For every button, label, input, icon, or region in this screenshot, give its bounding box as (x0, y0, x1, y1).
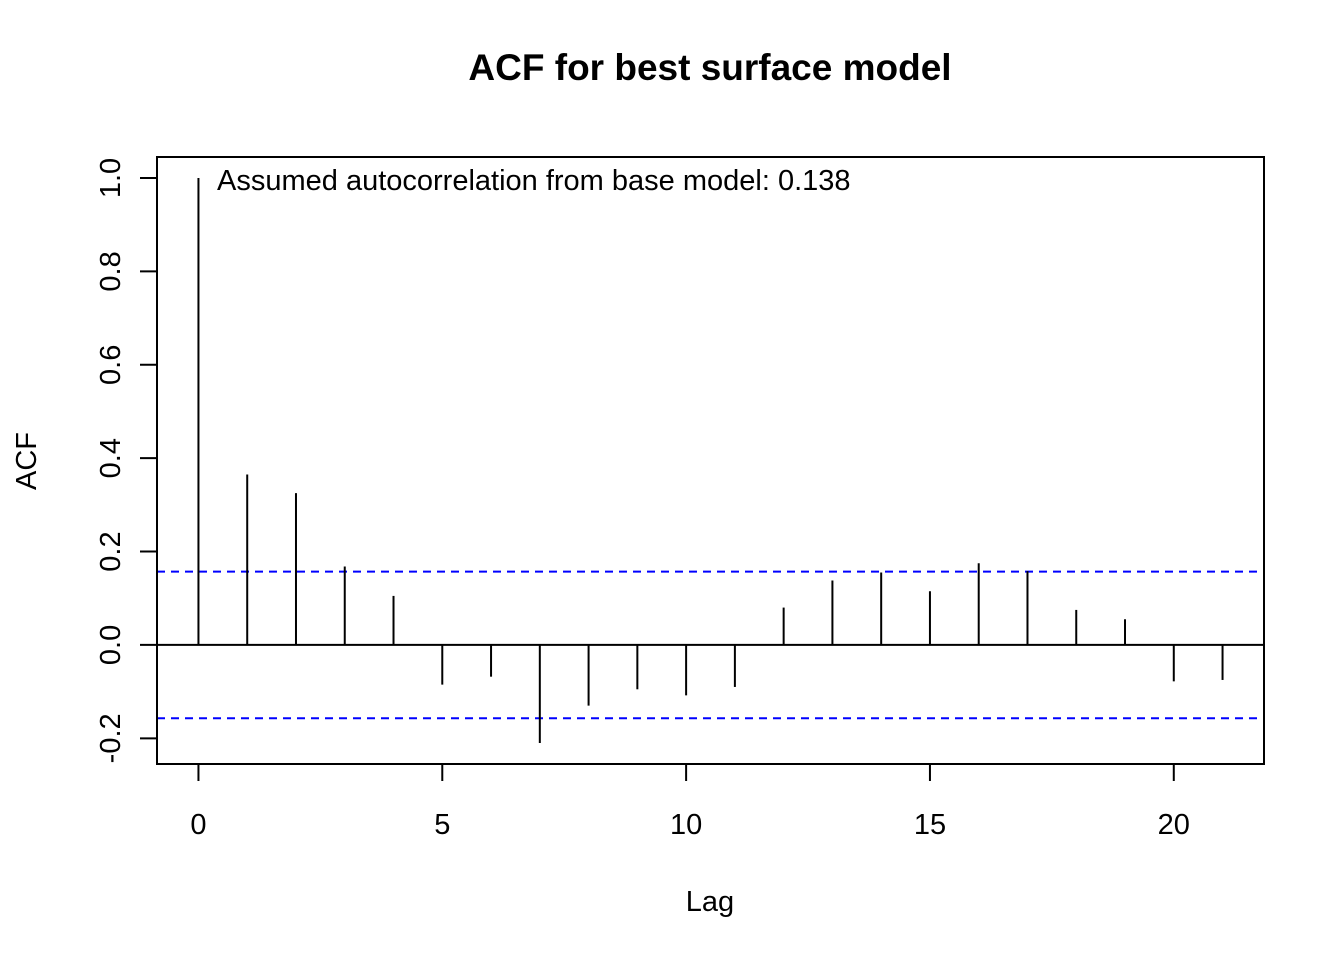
y-tick-label: 0.2 (95, 531, 127, 571)
plot-frame (156, 156, 1265, 765)
y-axis: -0.2 0.0 0.2 0.4 0.6 0.8 1.0 (95, 158, 158, 763)
x-axis: 0 5 10 15 20 (190, 763, 1190, 841)
x-tick-label: 10 (670, 809, 702, 841)
y-tick-label: 0.6 (95, 345, 127, 385)
chart-title: ACF for best surface model (468, 47, 951, 88)
x-tick-label: 0 (190, 809, 206, 841)
x-axis-label: Lag (686, 886, 734, 918)
x-tick-label: 20 (1158, 809, 1190, 841)
y-tick-label: 0.4 (95, 438, 127, 478)
x-tick-label: 5 (434, 809, 450, 841)
y-tick-label: 1.0 (95, 158, 127, 198)
y-tick-label: -0.2 (95, 713, 127, 763)
x-tick-label: 15 (914, 809, 946, 841)
plot-area (157, 178, 1264, 743)
y-tick-label: 0.8 (95, 251, 127, 291)
autocorrelation-annotation: Assumed autocorrelation from base model:… (217, 165, 851, 197)
y-tick-label: 0.0 (95, 625, 127, 665)
y-axis-label: ACF (11, 432, 43, 490)
